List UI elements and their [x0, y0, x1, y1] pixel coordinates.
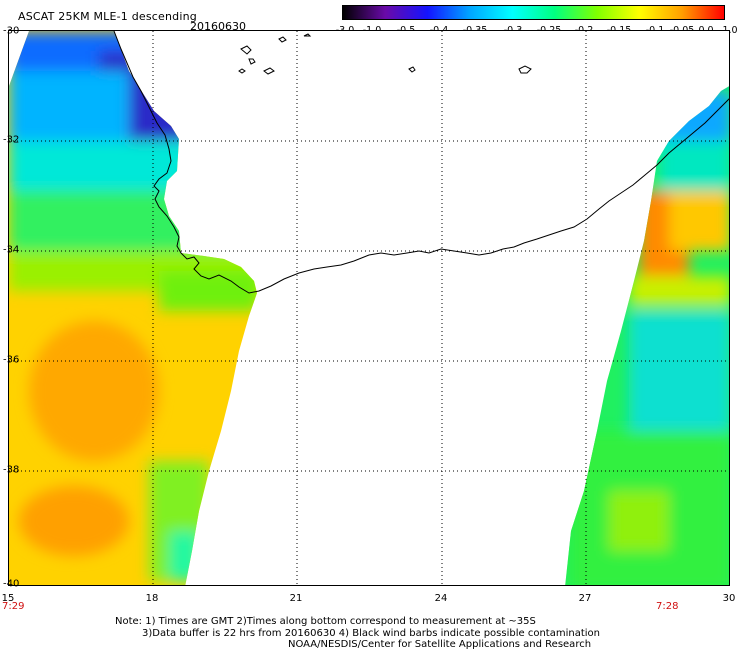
- lon-label: 24: [434, 593, 448, 604]
- east-swath: [565, 85, 729, 585]
- note-line-3: NOAA/NESDIS/Center for Satellite Applica…: [288, 639, 592, 650]
- lon-label: 18: [145, 593, 159, 604]
- colorbar: [342, 5, 725, 20]
- lat-label: -32: [3, 134, 20, 146]
- note-line-1: Note: 1) Times are GMT 2)Times along bot…: [115, 616, 536, 627]
- west-swath: [9, 31, 257, 585]
- lon-label: 15: [1, 593, 15, 604]
- lat-label: -38: [3, 464, 20, 476]
- coastline: [113, 31, 729, 294]
- lat-label: -34: [3, 244, 20, 256]
- note-line-2: 3)Data buffer is 22 hrs from 20160630 4)…: [142, 628, 600, 639]
- colorbar-label: 1.0: [722, 25, 738, 36]
- lon-label: 27: [578, 593, 592, 604]
- product-date: 20160630: [190, 20, 246, 33]
- lat-label: -36: [3, 354, 20, 366]
- map-svg: [9, 31, 729, 585]
- lon-label: 30: [722, 593, 736, 604]
- islands: [238, 33, 532, 75]
- time-label-left: 7:29: [2, 601, 25, 612]
- product-title: ASCAT 25KM MLE-1 descending: [18, 10, 197, 23]
- lat-label: -40: [3, 578, 20, 590]
- lat-label: -30: [3, 25, 20, 37]
- map-plot: [8, 30, 730, 586]
- time-label-right: 7:28: [656, 601, 679, 612]
- graticule: [9, 31, 729, 585]
- lon-label: 21: [289, 593, 303, 604]
